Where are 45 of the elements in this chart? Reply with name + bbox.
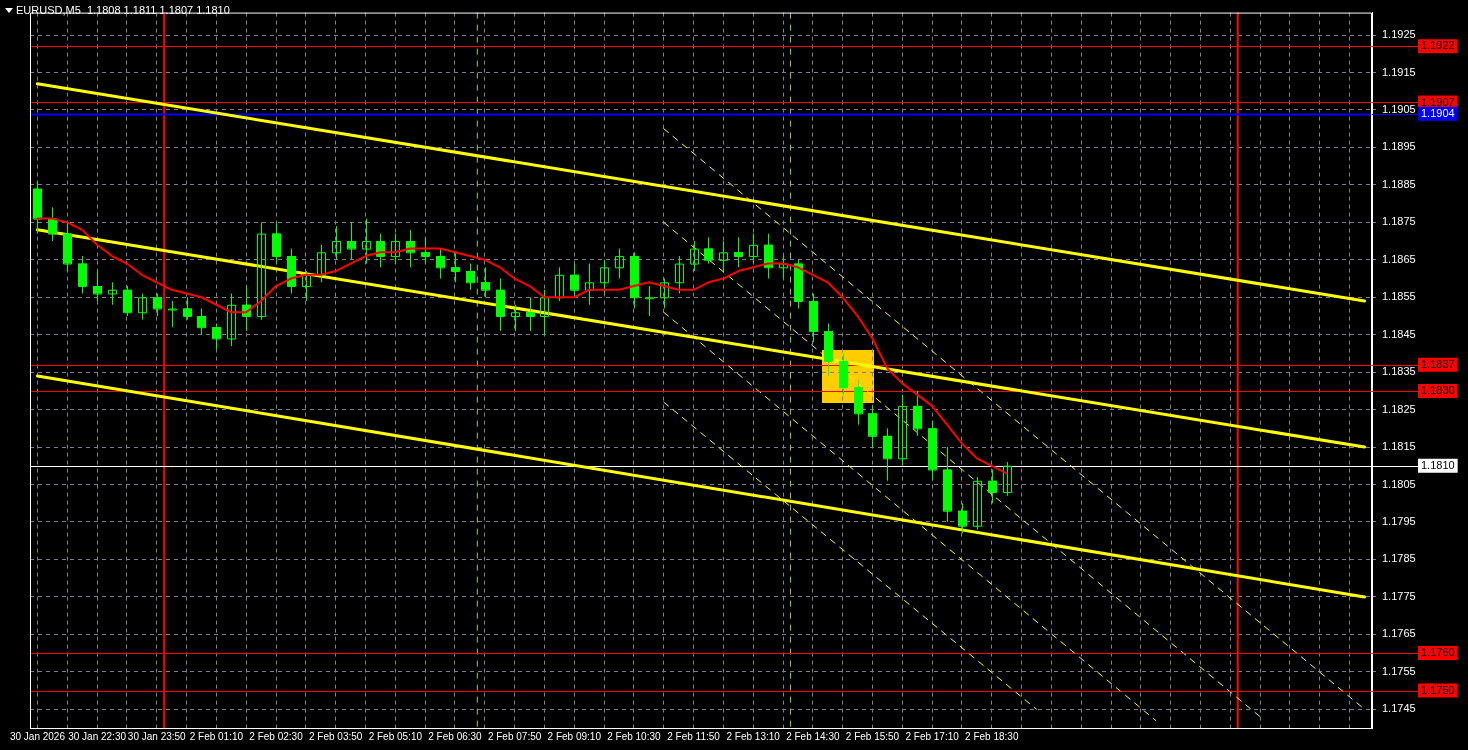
y-tick-label: 1.1925	[1382, 28, 1416, 41]
y-tick-label: 1.1795	[1382, 515, 1416, 528]
x-tick-label: 30 Jan 2026	[9, 730, 66, 742]
y-tick-label: 1.1835	[1382, 365, 1416, 378]
y-tick-label: 1.1755	[1382, 664, 1416, 677]
x-tick-label: 2 Feb 14:30	[786, 730, 840, 742]
x-tick-label: 2 Feb 06:30	[428, 730, 483, 742]
y-tick-label: 1.1915	[1382, 65, 1416, 78]
x-tick-label: 2 Feb 13:10	[726, 730, 781, 742]
y-tick-label: 1.1825	[1382, 402, 1416, 415]
ref-line-label: 1.1922	[1421, 39, 1455, 52]
y-tick-label: 1.1775	[1382, 589, 1416, 602]
ref-line-label: 1.1837	[1421, 357, 1455, 370]
ref-line-label: 1.1750	[1421, 683, 1455, 696]
y-tick-label: 1.1845	[1382, 327, 1416, 340]
ref-line-label: 1.1907	[1421, 95, 1455, 108]
y-tick-label: 1.1865	[1382, 252, 1416, 265]
ref-line-label: 1.1810	[1421, 458, 1455, 471]
y-tick-label: 1.1895	[1382, 140, 1416, 153]
chart-title: EURUSD,M5 1.1808 1.1811 1.1807 1.1810	[16, 4, 230, 16]
ref-line-label: 1.1830	[1421, 383, 1455, 396]
y-tick-label: 1.1805	[1382, 477, 1416, 490]
x-tick-label: 2 Feb 15:50	[845, 730, 900, 742]
y-tick-label: 1.1875	[1382, 215, 1416, 228]
y-tick-label: 1.1905	[1382, 103, 1416, 116]
x-tick-label: 2 Feb 07:50	[487, 730, 542, 742]
y-tick-label: 1.1785	[1382, 552, 1416, 565]
x-tick-label: 2 Feb 11:50	[667, 730, 721, 742]
y-tick-label: 1.1745	[1382, 702, 1416, 715]
y-tick-label: 1.1765	[1382, 627, 1416, 640]
ref-line-label: 1.1904	[1421, 106, 1455, 119]
x-tick-label: 2 Feb 10:30	[607, 730, 662, 742]
x-tick-label: 2 Feb 18:30	[965, 730, 1019, 742]
x-tick-label: 2 Feb 03:50	[308, 730, 363, 742]
x-tick-label: 30 Jan 22:30	[68, 730, 127, 742]
y-tick-label: 1.1855	[1382, 290, 1416, 303]
y-tick-label: 1.1885	[1382, 177, 1416, 190]
x-tick-label: 2 Feb 02:30	[249, 730, 304, 742]
x-tick-label: 2 Feb 01:10	[189, 730, 244, 742]
y-tick-label: 1.1815	[1382, 440, 1416, 453]
x-tick-label: 2 Feb 05:10	[368, 730, 423, 742]
x-tick-label: 2 Feb 09:10	[547, 730, 602, 742]
x-tick-label: 30 Jan 23:50	[127, 730, 187, 742]
ref-line-label: 1.1760	[1421, 646, 1455, 659]
x-tick-label: 2 Feb 17:10	[905, 730, 960, 742]
